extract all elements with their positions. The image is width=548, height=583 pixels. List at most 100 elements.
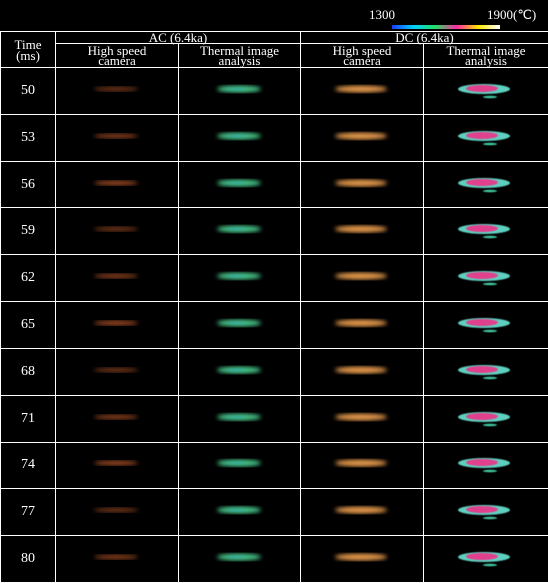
image-cell xyxy=(301,161,424,208)
image-cell xyxy=(301,68,424,115)
image xyxy=(301,537,421,581)
image xyxy=(301,303,421,347)
subheader: Thermal image analysis xyxy=(179,44,301,68)
image xyxy=(179,69,299,113)
row: 50 xyxy=(1,68,548,115)
row: 62 xyxy=(1,255,548,302)
arc-glow xyxy=(335,226,387,233)
image-cell xyxy=(179,348,301,395)
image xyxy=(301,443,421,487)
thermal-core xyxy=(227,556,245,559)
image xyxy=(424,490,544,534)
image-cell xyxy=(424,302,548,349)
subheader-text: Thermal image analysis xyxy=(444,46,528,66)
row: 77 xyxy=(1,489,548,536)
image-cell xyxy=(424,395,548,442)
thermal-core xyxy=(466,459,498,466)
image xyxy=(179,350,299,394)
arc-glow xyxy=(335,85,387,92)
arc-glow xyxy=(335,319,387,326)
image-cell xyxy=(179,208,301,255)
thermal-core xyxy=(227,275,245,278)
arc-glow xyxy=(94,367,138,372)
image-cell xyxy=(56,114,179,161)
colorbar-strip: 1300 1900(℃) xyxy=(0,0,548,31)
arc-glow xyxy=(94,86,138,91)
thermal-core xyxy=(466,225,498,232)
image-cell xyxy=(56,302,179,349)
image xyxy=(301,163,421,207)
image xyxy=(424,69,544,113)
thermal-core xyxy=(466,132,498,139)
thermal-core xyxy=(227,87,245,90)
image-cell xyxy=(301,489,424,536)
image xyxy=(179,397,299,441)
image-cell xyxy=(179,114,301,161)
image xyxy=(56,116,176,160)
image-cell xyxy=(56,68,179,115)
thermal-core xyxy=(227,509,245,512)
image xyxy=(301,256,421,300)
results-table: Time(ms) AC (6.4ka) DC (6.4ka) High spee… xyxy=(0,31,548,583)
time-cell: 62 xyxy=(1,255,56,302)
time-cell: 56 xyxy=(1,161,56,208)
image-cell xyxy=(301,348,424,395)
image-cell xyxy=(424,208,548,255)
arc-glow xyxy=(94,133,138,138)
image-cell xyxy=(424,68,548,115)
colorbar-max: 1900(℃) xyxy=(487,7,536,23)
image-cell xyxy=(424,489,548,536)
image xyxy=(56,537,176,581)
colorbar xyxy=(392,25,500,29)
image xyxy=(424,350,544,394)
image xyxy=(56,209,176,253)
thermal-core xyxy=(227,462,245,465)
row: 74 xyxy=(1,442,548,489)
subheader-row: High speed camera Thermal image analysis H… xyxy=(1,44,548,68)
image-cell xyxy=(301,208,424,255)
thermal-core xyxy=(227,321,245,324)
image xyxy=(424,209,544,253)
time-cell: 74 xyxy=(1,442,56,489)
group-header: DC (6.4ka) xyxy=(301,32,548,44)
image-cell xyxy=(301,114,424,161)
image xyxy=(179,537,299,581)
image xyxy=(179,256,299,300)
image xyxy=(424,116,544,160)
subheader: High speed camera xyxy=(301,44,424,68)
thermal-core xyxy=(466,506,498,513)
page: 1300 1900(℃) Time(ms) AC (6.4ka) DC (6.4… xyxy=(0,0,548,583)
thermal-tail xyxy=(483,142,497,145)
image xyxy=(179,209,299,253)
arc-glow xyxy=(335,179,387,186)
subheader-text: Thermal image analysis xyxy=(198,46,282,66)
thermal-tail xyxy=(483,236,497,239)
image xyxy=(179,116,299,160)
thermal-tail xyxy=(483,189,497,192)
arc-glow xyxy=(94,555,138,560)
time-cell: 65 xyxy=(1,302,56,349)
time-cell: 59 xyxy=(1,208,56,255)
subheader: High speed camera xyxy=(56,44,179,68)
thermal-core xyxy=(466,366,498,373)
image xyxy=(179,163,299,207)
image-cell xyxy=(301,255,424,302)
time-cell: 50 xyxy=(1,68,56,115)
arc-glow xyxy=(335,507,387,514)
image-cell xyxy=(301,442,424,489)
image-cell xyxy=(179,255,301,302)
image xyxy=(56,350,176,394)
image xyxy=(301,397,421,441)
image-cell xyxy=(179,442,301,489)
group-header: AC (6.4ka) xyxy=(56,32,301,44)
image-cell xyxy=(301,536,424,583)
subheader: Thermal image analysis xyxy=(424,44,548,68)
image-cell xyxy=(424,536,548,583)
time-cell: 77 xyxy=(1,489,56,536)
arc-glow xyxy=(94,274,138,279)
thermal-tail xyxy=(483,283,497,286)
image-cell xyxy=(56,489,179,536)
image-cell xyxy=(56,348,179,395)
arc-glow xyxy=(335,132,387,139)
time-cell: 53 xyxy=(1,114,56,161)
